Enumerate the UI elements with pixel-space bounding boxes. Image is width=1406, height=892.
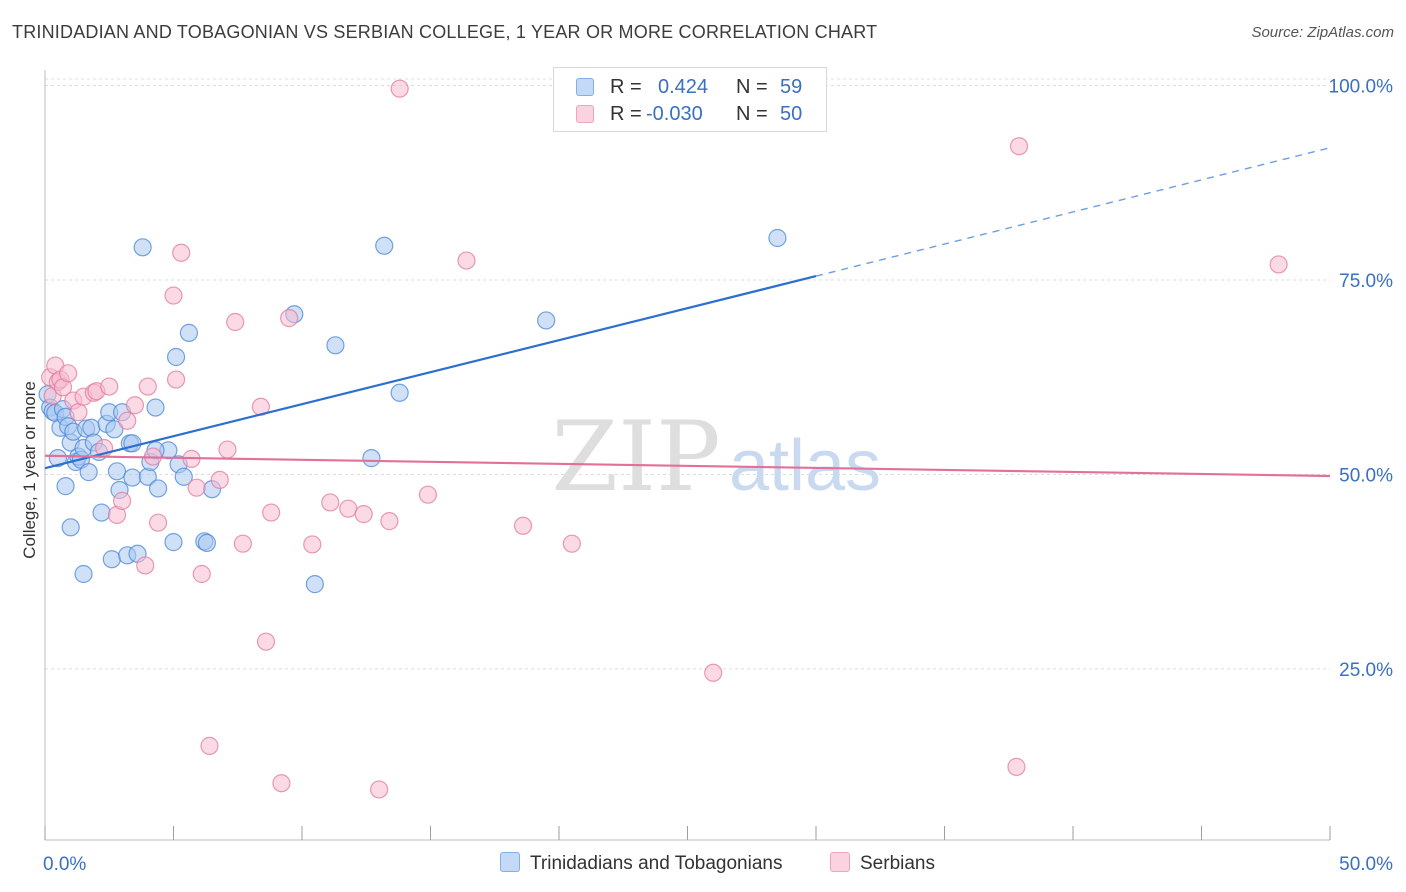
trinidadian-point bbox=[102, 550, 121, 569]
serbian-point bbox=[100, 377, 119, 396]
trinidadian-point bbox=[105, 420, 124, 439]
y-tick-label: 25.0% bbox=[1339, 660, 1393, 681]
trinidadian-point bbox=[123, 434, 142, 453]
bottom-legend-serbian: Serbians bbox=[830, 852, 935, 875]
bottom-legend-swatch-serbian bbox=[830, 852, 850, 872]
serbian-point bbox=[457, 251, 476, 270]
legend-swatch-trinidadian bbox=[576, 78, 594, 96]
trinidadian-point bbox=[133, 238, 152, 257]
serbian-point bbox=[262, 503, 281, 522]
serbian-point bbox=[390, 79, 409, 98]
serbian-point bbox=[166, 370, 186, 389]
bottom-legend-label-serbian: Serbians bbox=[860, 853, 935, 874]
serbian-point bbox=[370, 780, 389, 799]
trinidadian-point bbox=[74, 564, 93, 584]
trinidadian-point bbox=[174, 467, 193, 486]
trinidadian-point bbox=[148, 479, 168, 498]
serbian-point bbox=[513, 516, 533, 535]
trinidadian-point bbox=[390, 383, 409, 402]
legend-r-value: -0.030 bbox=[646, 103, 703, 125]
y-tick-label: 50.0% bbox=[1339, 465, 1393, 486]
legend-n-value: 59 bbox=[780, 76, 803, 98]
correlation-legend: R = 0.424 N = 59 R = -0.030 N = 50 bbox=[553, 67, 827, 132]
serbian-point bbox=[562, 534, 581, 553]
serbian-point bbox=[1269, 255, 1288, 274]
serbian-point bbox=[125, 396, 145, 415]
serbian-point bbox=[280, 309, 299, 328]
y-tick-label: 75.0% bbox=[1339, 271, 1393, 292]
serbian-point bbox=[172, 243, 191, 262]
serbian-point bbox=[354, 505, 373, 524]
source-label: Source: ZipAtlas.com bbox=[1251, 24, 1394, 41]
legend-r-value: 0.424 bbox=[658, 76, 709, 98]
bottom-legend-trinidadian: Trinidadians and Tobagonians bbox=[500, 852, 782, 875]
serbian-point bbox=[233, 534, 252, 553]
trinidadian-point bbox=[362, 449, 381, 468]
trinidadian-point bbox=[79, 463, 98, 482]
legend-swatch-serbian bbox=[576, 105, 594, 123]
trinidadian-point bbox=[56, 477, 75, 496]
serbian-point bbox=[256, 632, 276, 651]
legend-n-value: 50 bbox=[780, 103, 803, 125]
serbian-point bbox=[200, 736, 219, 755]
trinidadian-point bbox=[197, 533, 217, 552]
trinidadian-point bbox=[375, 236, 394, 255]
trinidadian-point bbox=[768, 228, 787, 248]
serbian-point bbox=[192, 564, 211, 584]
serbian-point bbox=[303, 535, 322, 554]
serbian-point bbox=[218, 440, 237, 459]
x-tick-label: 0.0% bbox=[43, 854, 86, 875]
trinidadian-point bbox=[123, 468, 142, 487]
serbian-point bbox=[272, 774, 291, 793]
trinidadian-point bbox=[179, 323, 199, 342]
trinidadian-trend-extension bbox=[815, 147, 1331, 277]
trinidadian-point bbox=[61, 518, 80, 537]
serbian-point bbox=[59, 364, 78, 383]
trinidadian-point bbox=[305, 575, 324, 594]
bottom-legend-label-trinidadian: Trinidadians and Tobagonians bbox=[530, 853, 783, 874]
serbian-point bbox=[226, 312, 245, 332]
legend-n-label: N = bbox=[736, 103, 768, 125]
serbian-point bbox=[138, 377, 157, 396]
serbian-point bbox=[418, 485, 438, 504]
trinidadian-point bbox=[48, 449, 67, 468]
serbian-point bbox=[187, 478, 206, 497]
serbian-point bbox=[112, 491, 132, 510]
trinidadian-point bbox=[164, 533, 183, 552]
serbian-point bbox=[69, 403, 88, 422]
serbian-point bbox=[321, 493, 340, 512]
x-tick-label: 50.0% bbox=[1339, 854, 1393, 875]
chart-title: TRINIDADIAN AND TOBAGONIAN VS SERBIAN CO… bbox=[12, 22, 878, 42]
serbian-trend-line bbox=[44, 454, 1331, 478]
trinidadian-point bbox=[107, 462, 127, 481]
serbian-point bbox=[1009, 137, 1029, 156]
serbian-point bbox=[210, 470, 229, 489]
y-tick-label: 100.0% bbox=[1329, 77, 1394, 98]
watermark-zip: ZIP bbox=[551, 401, 720, 513]
bottom-legend-swatch-trinidadian bbox=[500, 852, 520, 872]
legend-r-label: R = bbox=[610, 76, 642, 98]
trinidadian-point bbox=[92, 503, 111, 522]
trinidadian-point bbox=[537, 311, 556, 330]
trinidadian-point bbox=[326, 336, 345, 355]
trinidadian-trend-line bbox=[44, 275, 817, 470]
serbian-point bbox=[136, 556, 155, 575]
legend-r-label: R = bbox=[610, 103, 642, 125]
serbian-point bbox=[380, 512, 399, 531]
serbian-point bbox=[164, 286, 183, 305]
serbian-point bbox=[148, 513, 168, 532]
trinidadian-point bbox=[166, 347, 186, 367]
serbian-point bbox=[339, 499, 358, 518]
legend-n-label: N = bbox=[736, 76, 768, 98]
serbian-point bbox=[704, 663, 723, 682]
trinidadian-point bbox=[82, 418, 101, 437]
trinidadian-point bbox=[146, 398, 165, 417]
serbian-point bbox=[1007, 757, 1026, 776]
serbian-point bbox=[118, 411, 137, 430]
